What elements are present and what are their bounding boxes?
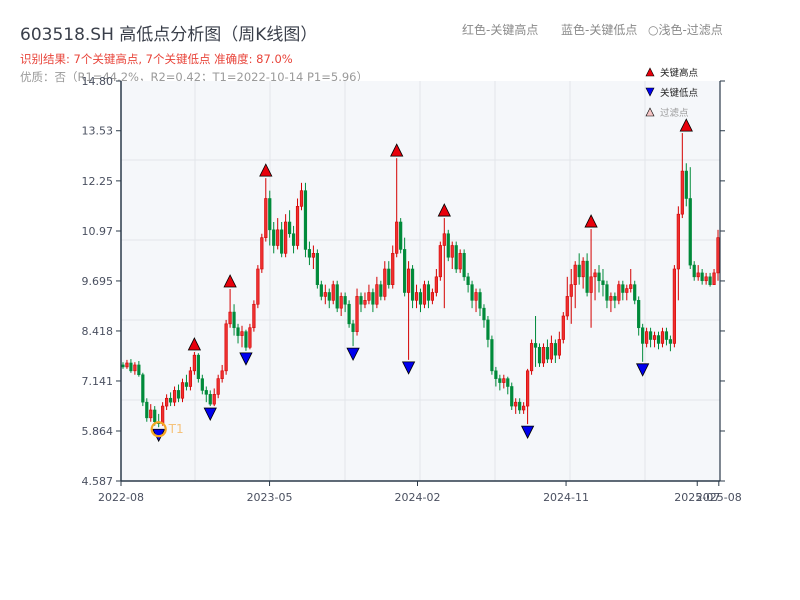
svg-text:2022-08: 2022-08 — [98, 491, 144, 504]
svg-text:4.587: 4.587 — [82, 475, 114, 488]
svg-text:2024-02: 2024-02 — [395, 491, 441, 504]
svg-text:10.97: 10.97 — [82, 225, 114, 238]
svg-text:14.80: 14.80 — [82, 75, 114, 88]
svg-text:12.25: 12.25 — [82, 175, 114, 188]
chart-title: 603518.SH 高低点分析图（周K线图） — [20, 25, 318, 45]
svg-text:关键高点: 关键高点 — [660, 67, 699, 79]
legend-text-red: 红色-关键高点 — [462, 23, 539, 37]
svg-text:9.695: 9.695 — [82, 275, 114, 288]
svg-text:关键低点: 关键低点 — [660, 87, 699, 99]
grid-lines — [121, 81, 720, 481]
legend-text-blue: 蓝色-关键低点 — [561, 23, 638, 37]
quality-summary: 优质：否（R1=44.2%，R2=0.42；T1=2022-10-14 P1=5… — [20, 70, 368, 84]
result-summary: 识别结果: 7个关键高点, 7个关键低点 准确度: 87.0% — [20, 52, 293, 66]
legend-text-light: ○浅色-过滤点 — [648, 23, 723, 37]
pivot-markers: T1 — [150, 118, 693, 443]
svg-text:7.141: 7.141 — [82, 375, 114, 388]
svg-text:2023-05: 2023-05 — [247, 491, 293, 504]
svg-text:2025-08: 2025-08 — [696, 491, 742, 504]
svg-text:13.53: 13.53 — [82, 125, 114, 138]
svg-text:2024-11: 2024-11 — [543, 491, 589, 504]
svg-text:5.864: 5.864 — [82, 425, 114, 438]
axes: 4.587 5.864 7.141 8.418 9.695 10.97 12.25 13.53… — [82, 75, 742, 504]
svg-text:8.418: 8.418 — [82, 325, 114, 338]
svg-text:2025-07: 2025-07 — [674, 491, 720, 504]
svg-text:过滤点: 过滤点 — [660, 107, 689, 119]
svg-text:T1: T1 — [168, 422, 184, 436]
candles — [121, 133, 720, 428]
